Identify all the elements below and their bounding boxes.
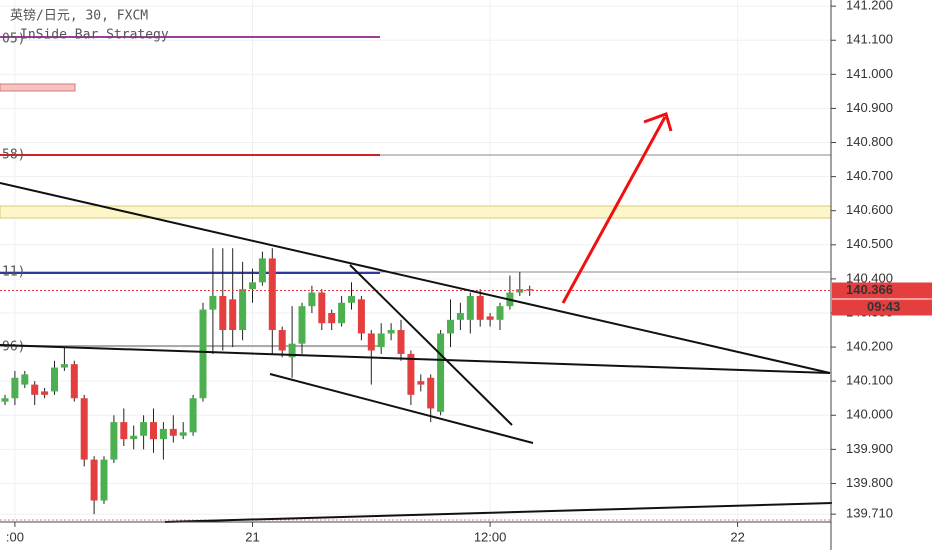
candle-body [407,353,415,395]
candle-body [338,302,346,324]
candle-body [288,343,296,358]
candle-body [456,312,464,320]
y-tick-label: 139.900 [846,441,893,456]
chart-subtitle: InSide Bar Strategy [20,28,169,43]
candle-body [268,258,276,331]
arrow [561,112,673,304]
x-tick-label: 12:00 [474,529,507,544]
trendline [0,182,831,374]
level-label: 58) [2,148,25,163]
y-tick-label: 139.710 [846,506,893,521]
candle-body [219,295,227,331]
candle-body [120,422,128,440]
candle-body [159,428,167,440]
candle-body [348,295,355,303]
candle-body [11,377,19,399]
axis: 141.200 141.100 141.000 140.900 140.800 140.7… [6,0,932,544]
candle-body [169,428,177,436]
y-tick-label: 140.400 [846,270,893,285]
last-price-label: 140.366 [846,282,893,297]
x-tick-label: 21 [245,529,259,544]
candle-body [140,422,148,436]
candle-body [486,316,494,320]
candle-body [466,295,474,320]
level-box [0,83,76,92]
candle-body [239,289,247,331]
y-tick-label: 140.500 [846,236,893,251]
candle-body [526,289,534,291]
candle-body [41,391,49,395]
candle-body [417,381,425,385]
candle-body [377,333,385,348]
level-label: 11) [2,265,25,280]
y-tick-label: 140.800 [846,134,893,149]
candle-body [209,295,217,310]
countdown-box [832,299,932,316]
x-tick-label: 22 [730,529,744,544]
trendline [0,344,831,374]
candle-body [427,377,435,409]
trendline [269,373,534,444]
candle-body [130,435,138,440]
arrow-shaft [561,116,667,304]
candle-body [1,398,9,402]
level-label: 96) [2,340,25,355]
level-label: 05) [2,32,25,47]
candle-body [51,367,58,392]
candle-body [437,333,445,412]
y-tick-label: 141.000 [846,66,893,81]
candles [0,248,831,515]
y-tick-label: 139.800 [846,475,893,490]
candle-body [100,459,108,501]
candle-body [298,306,306,344]
grid [0,0,831,522]
y-tick-label: 140.000 [846,407,893,422]
candle-body [199,309,207,399]
candle-body [357,299,365,334]
candle-body [189,398,197,433]
x-tick-label: :00 [6,529,24,544]
y-tick-label: 140.700 [846,168,893,183]
candle-body [516,289,524,293]
candle-body [80,398,88,460]
y-tick-label: 141.200 [846,0,893,13]
candle-body [179,432,187,436]
candle-body [278,330,286,351]
chart-title: 英镑/日元, 30, FXCM [10,8,148,24]
candle-body [328,312,336,324]
y-tick-label: 140.200 [846,339,893,354]
candle-body [318,292,326,324]
candle-body [447,319,454,334]
trendline [164,502,833,523]
candle-body [249,282,256,290]
candle-body [476,295,484,320]
trendline [349,264,513,426]
y-tick-label: 141.100 [846,32,893,47]
candle-body [60,364,68,368]
candle-body [229,299,237,331]
candle-body [308,292,316,307]
candle-body [397,330,405,354]
candle-body [387,330,395,334]
candle-body [496,306,504,320]
countdown-label: 09:43 [867,299,900,314]
trendlines [0,182,833,523]
candle-body [21,374,29,385]
y-tick-label: 140.900 [846,100,893,115]
candle-body [70,364,78,399]
candle-body [31,384,39,395]
y-tick-label: 140.600 [846,202,893,217]
candle-body [150,422,157,440]
candle-body [90,459,98,501]
last-price-box [832,282,932,299]
arrow-head [643,112,673,132]
candle-body [367,333,375,351]
candle-body [258,258,266,283]
candle-body [110,422,118,460]
y-tick-label: 140.100 [846,373,893,388]
